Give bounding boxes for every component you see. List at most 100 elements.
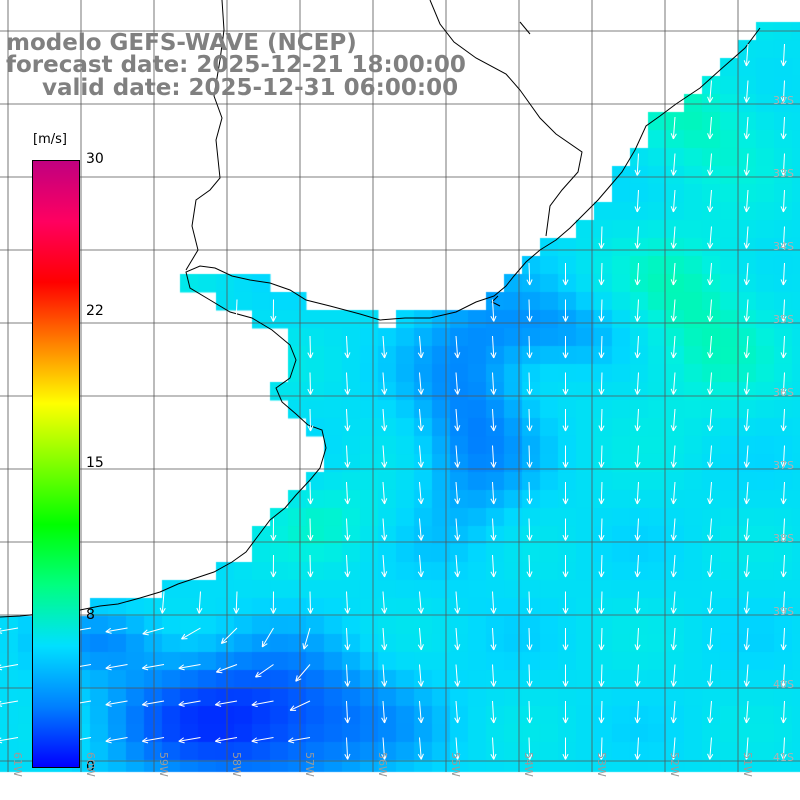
wind-arrow <box>417 664 424 687</box>
wind-arrow <box>670 189 677 213</box>
wind-arrow <box>417 591 424 614</box>
wind-arrow <box>743 372 750 395</box>
wind-arrow <box>598 445 605 468</box>
wind-arrow <box>490 299 497 322</box>
wind-arrow <box>634 372 641 395</box>
wind-arrow <box>707 262 714 286</box>
wind-arrow <box>454 518 461 541</box>
wind-arrow <box>233 591 240 614</box>
wind-arrow <box>707 445 714 468</box>
lat-label-36s: 36S <box>773 386 794 399</box>
wind-arrow <box>344 627 351 651</box>
wind-arrow <box>670 153 677 176</box>
title-model: modelo GEFS-WAVE (NCEP) <box>6 30 357 56</box>
wind-arrow <box>598 481 605 505</box>
wind-arrow <box>780 627 787 651</box>
wind-arrow <box>670 700 677 724</box>
wind-arrow <box>780 43 787 67</box>
wind-arrow <box>598 226 605 249</box>
wind-arrow <box>780 664 787 687</box>
wind-arrow <box>743 153 750 176</box>
wind-arrow <box>780 299 787 322</box>
wind-arrow <box>743 226 750 249</box>
wind-arrow <box>743 737 750 760</box>
wind-arrow <box>780 445 787 468</box>
wind-arrow <box>780 591 787 614</box>
wind-arrow <box>178 700 201 707</box>
wind-arrow <box>598 408 605 432</box>
wind-arrow <box>381 372 388 395</box>
wind-arrow <box>707 153 714 176</box>
wind-arrow <box>381 591 388 614</box>
wind-arrow <box>417 737 424 760</box>
lat-label-34s: 34S <box>773 240 794 253</box>
wind-arrow <box>142 664 165 671</box>
colorbar-tick-8: 8 <box>86 607 95 623</box>
wind-arrow <box>743 445 750 468</box>
wind-arrow <box>307 335 314 359</box>
wind-arrow <box>707 372 714 395</box>
wind-arrow <box>670 627 677 651</box>
wind-arrow <box>670 664 677 687</box>
colorbar-tick-22: 22 <box>86 303 104 319</box>
wind-arrow <box>454 335 461 359</box>
lon-label-56w: 56W <box>376 752 389 777</box>
wind-arrow <box>598 700 605 724</box>
wind-arrow <box>562 664 569 687</box>
wind-arrow <box>270 554 277 578</box>
wind-arrow <box>381 408 388 432</box>
wind-arrow <box>743 554 750 578</box>
wind-arrow <box>307 372 314 395</box>
wind-arrow <box>344 700 351 724</box>
wind-arrow <box>780 554 787 578</box>
wind-arrow <box>490 518 497 541</box>
wind-arrow <box>670 335 677 359</box>
colorbar-tick-0: 0 <box>86 759 95 775</box>
wind-arrow <box>743 627 750 651</box>
wind-arrow <box>526 445 533 468</box>
wind-arrow <box>344 664 351 687</box>
lon-label-57w: 57W <box>303 752 316 777</box>
wind-arrow <box>598 299 605 322</box>
wind-arrow <box>142 737 165 744</box>
wind-arrow <box>562 591 569 614</box>
colorbar-tick-30: 30 <box>86 151 104 167</box>
wind-arrow <box>562 737 569 760</box>
wind-arrow <box>417 518 424 541</box>
wind-arrow <box>670 116 677 140</box>
wind-arrow <box>743 481 750 505</box>
wind-arrow <box>634 299 641 322</box>
lon-label-53w: 53W <box>595 752 608 777</box>
wind-arrow <box>526 335 533 359</box>
wind-arrow <box>344 335 351 359</box>
wind-arrow <box>0 627 19 634</box>
wind-arrow <box>634 445 641 468</box>
wind-arrow <box>707 226 714 249</box>
wind-arrow <box>562 262 569 286</box>
wind-arrow <box>215 700 238 707</box>
wind-arrow <box>251 737 274 744</box>
wind-arrow <box>743 299 750 322</box>
wind-arrow <box>780 372 787 395</box>
border-tick <box>519 21 531 35</box>
wind-arrow <box>670 299 677 322</box>
wind-arrow <box>598 664 605 687</box>
wind-arrow <box>454 372 461 395</box>
wind-arrow <box>780 226 787 249</box>
wind-arrow <box>344 481 351 505</box>
lat-label-41s: 41S <box>773 751 794 764</box>
lat-lon-grid <box>0 0 800 772</box>
wind-arrow <box>417 481 424 505</box>
wind-arrow <box>526 591 533 614</box>
wind-arrow <box>707 189 714 213</box>
wind-arrow <box>707 518 714 541</box>
wind-arrow <box>743 335 750 359</box>
wind-arrow <box>598 518 605 541</box>
wind-arrow <box>707 664 714 687</box>
lon-label-58w: 58W <box>230 752 243 777</box>
wind-arrow <box>381 445 388 468</box>
wind-arrow <box>562 299 569 322</box>
wind-arrows <box>0 43 787 760</box>
wind-arrow <box>105 664 128 671</box>
